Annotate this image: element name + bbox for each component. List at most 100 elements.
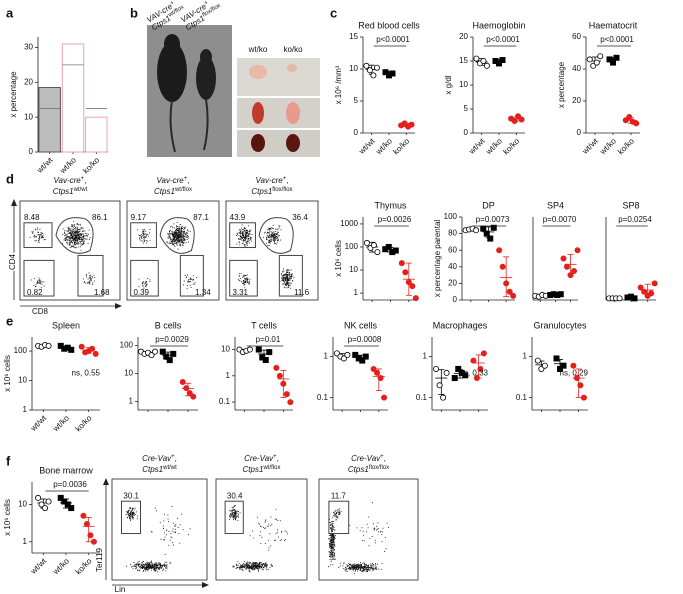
y-tick-label: 1000 [340,219,358,228]
event-dot [72,231,74,233]
event-dot [272,237,274,239]
event-dot [365,531,367,533]
event-dot [266,239,268,240]
event-dot [270,234,272,236]
event-dot [350,567,352,569]
event-dot [82,235,84,237]
event-dot [244,232,246,234]
event-dot [140,564,142,565]
event-dot [181,230,183,232]
event-dot [93,274,95,276]
event-dot [332,536,334,537]
event-dot [282,277,284,279]
flow-axis-label: CD8 [32,307,49,316]
event-dot [29,236,31,238]
event-dot [130,519,131,521]
event-dot [345,566,347,568]
event-dot [174,239,176,241]
event-dot [284,273,286,275]
event-dot [190,281,191,283]
y-tick-label: 40 [448,262,457,271]
event-dot [141,565,143,567]
event-dot [363,535,364,537]
event-dot [146,285,148,287]
event-dot [80,228,82,230]
event-dot [147,569,149,571]
event-dot [88,277,90,279]
event-dot [245,275,247,276]
event-dot [367,566,369,568]
event-dot [359,566,361,567]
event-dot [231,506,233,508]
event-dot [266,235,268,237]
event-dot [89,283,91,285]
event-dot [136,564,138,566]
event-dot [345,570,347,572]
event-dot [283,270,285,272]
event-dot [234,509,236,511]
event-dot [243,276,245,278]
event-dot [133,514,135,516]
event-dot [239,232,241,234]
event-dot [90,276,91,278]
event-dot [236,511,238,513]
event-dot [354,570,356,572]
event-dot [252,567,253,569]
event-dot [245,239,246,241]
event-dot [145,230,147,232]
event-dot [183,229,185,230]
event-dot [39,233,41,235]
event-dot [145,568,147,570]
event-dot [239,569,241,570]
event-dot [361,566,362,567]
event-dot [141,283,143,284]
event-dot [280,239,282,241]
event-dot [76,236,78,237]
event-dot [251,563,253,565]
event-dot [268,240,270,242]
y-axis-label: x percentage [9,71,18,118]
event-dot [143,570,145,571]
event-dot [72,236,74,238]
event-dot [143,287,145,289]
event-dot [82,231,84,233]
event-dot [260,526,262,528]
event-dot [74,242,75,243]
event-dot [235,510,236,512]
event-dot [32,232,33,234]
event-dot [239,567,241,569]
event-dot [373,568,375,570]
event-dot [131,513,133,515]
event-dot [145,240,147,241]
event-dot [336,510,338,512]
event-dot [179,524,181,526]
x-tick-label: wt/ko [58,155,79,176]
event-dot [78,231,80,233]
event-dot [271,233,272,235]
event-dot [176,234,178,236]
stat-label: p=0.0254 [618,215,652,224]
event-dot [154,567,156,569]
data-point [473,227,480,234]
event-dot [329,539,331,541]
event-dot [355,563,357,565]
event-dot [357,564,358,565]
event-dot [75,239,76,241]
data-point [402,269,409,276]
event-dot [179,230,181,232]
event-dot [145,569,147,571]
event-dot [166,534,167,536]
event-dot [270,545,272,547]
event-dot [283,279,284,281]
event-dot [339,512,341,514]
data-point [255,346,262,353]
event-dot [157,571,159,573]
event-dot [232,566,234,568]
event-dot [270,229,272,230]
event-dot [75,237,77,238]
event-dot [331,539,333,541]
event-dot [75,229,77,230]
event-dot [41,232,43,234]
event-dot [132,507,134,509]
event-dot [377,563,378,565]
